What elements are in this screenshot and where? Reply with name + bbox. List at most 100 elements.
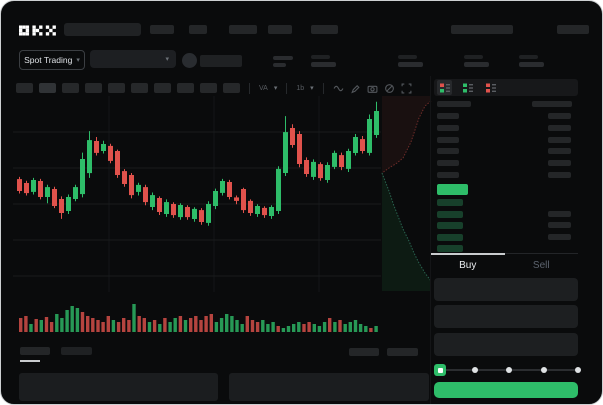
timeframe-button[interactable] bbox=[62, 83, 79, 93]
timeframe-button[interactable] bbox=[39, 83, 56, 93]
bid-amount-skeleton bbox=[548, 222, 571, 229]
stat-label-skeleton bbox=[311, 55, 330, 59]
chevron-down-icon: ▾ bbox=[165, 55, 169, 63]
bid-price-skeleton[interactable] bbox=[437, 222, 463, 230]
orders-panel-skeleton bbox=[19, 373, 218, 401]
bids-book-icon[interactable] bbox=[460, 80, 475, 95]
timeframe-button[interactable] bbox=[131, 83, 148, 93]
price-change-skeleton bbox=[273, 63, 286, 67]
pair-selector-dropdown[interactable]: ▾ bbox=[90, 50, 176, 68]
total-field[interactable] bbox=[434, 333, 578, 356]
circle-slash-icon[interactable] bbox=[384, 83, 395, 94]
timeframe-button[interactable] bbox=[200, 83, 217, 93]
stat-label-skeleton bbox=[464, 55, 483, 59]
candlestick-chart[interactable] bbox=[13, 96, 433, 336]
bottom-tab-active[interactable] bbox=[20, 347, 50, 355]
nav-item[interactable] bbox=[189, 25, 207, 34]
chart-toolbar: VA ▾ 1b ▾ bbox=[16, 81, 412, 95]
expand-icon[interactable] bbox=[401, 83, 412, 94]
bid-amount-skeleton bbox=[548, 210, 571, 217]
camera-icon[interactable] bbox=[367, 83, 378, 94]
bottom-action[interactable] bbox=[349, 348, 379, 356]
pencil-icon[interactable] bbox=[350, 83, 361, 94]
okx-logo bbox=[19, 23, 57, 41]
bid-price-skeleton[interactable] bbox=[437, 245, 463, 253]
trade-tabs: Buy Sell bbox=[431, 253, 578, 274]
divider bbox=[249, 82, 250, 94]
asks-book-icon[interactable] bbox=[483, 80, 498, 95]
slider-stop[interactable] bbox=[575, 367, 581, 373]
slider-handle-dot bbox=[437, 367, 443, 373]
ask-amount-skeleton bbox=[548, 136, 571, 143]
panel-divider bbox=[430, 76, 431, 404]
timeframe-button[interactable] bbox=[223, 83, 240, 93]
market-type-label: Spot Trading bbox=[24, 55, 73, 65]
ask-price-skeleton[interactable] bbox=[437, 124, 459, 131]
timeframe-button[interactable] bbox=[154, 83, 171, 93]
bottom-action[interactable] bbox=[387, 348, 418, 356]
ask-price-skeleton[interactable] bbox=[437, 160, 459, 167]
ask-amount-skeleton bbox=[548, 148, 571, 155]
ask-price-skeleton[interactable] bbox=[437, 113, 459, 119]
nav-item[interactable] bbox=[557, 25, 589, 34]
nav-item[interactable] bbox=[229, 25, 257, 34]
nav-item[interactable] bbox=[150, 25, 174, 34]
amount-field[interactable] bbox=[434, 305, 578, 328]
ask-price-skeleton[interactable] bbox=[437, 172, 459, 178]
timeframe-button[interactable] bbox=[16, 83, 33, 93]
chevron-down-icon[interactable]: ▾ bbox=[273, 84, 278, 92]
bid-price-skeleton[interactable] bbox=[437, 210, 463, 218]
price-line-skeleton bbox=[273, 56, 293, 60]
buy-submit-button[interactable] bbox=[434, 382, 578, 398]
chevron-down-icon: ▾ bbox=[76, 56, 80, 64]
ask-amount-skeleton bbox=[548, 124, 571, 131]
orderbook-col-header-skeleton bbox=[532, 101, 572, 107]
ask-price-skeleton[interactable] bbox=[437, 136, 459, 143]
timeframe-button[interactable] bbox=[177, 83, 194, 93]
ask-amount-skeleton bbox=[548, 172, 571, 178]
timeframe-button[interactable] bbox=[85, 83, 102, 93]
nav-item[interactable] bbox=[268, 25, 292, 34]
combined-book-icon[interactable] bbox=[437, 80, 452, 95]
buy-tab[interactable]: Buy bbox=[431, 253, 505, 274]
nav-item[interactable] bbox=[311, 25, 338, 34]
last-price-skeleton bbox=[200, 55, 242, 67]
last-price-badge[interactable] bbox=[437, 184, 468, 195]
chevron-down-icon[interactable]: ▾ bbox=[310, 84, 314, 92]
orderbook-view-toggles bbox=[434, 79, 578, 96]
ask-price-skeleton[interactable] bbox=[437, 148, 459, 155]
amount-slider[interactable] bbox=[434, 363, 581, 377]
ask-amount-skeleton bbox=[548, 160, 571, 167]
slider-stop[interactable] bbox=[506, 367, 512, 373]
stat-value-skeleton bbox=[519, 62, 544, 67]
sell-tab[interactable]: Sell bbox=[532, 260, 550, 271]
search-input[interactable] bbox=[64, 23, 141, 36]
indicator-dropdown[interactable]: VA bbox=[259, 84, 268, 92]
divider bbox=[322, 82, 324, 94]
nav-item[interactable] bbox=[451, 25, 513, 34]
bid-amount-skeleton bbox=[548, 233, 571, 240]
market-type-dropdown[interactable]: Spot Trading ▾ bbox=[19, 50, 85, 70]
slider-stop[interactable] bbox=[471, 367, 478, 373]
timeframe-button[interactable] bbox=[108, 83, 125, 93]
indicator-dropdown[interactable]: 1b bbox=[296, 84, 305, 92]
stat-value-skeleton bbox=[464, 62, 489, 67]
stat-value-skeleton bbox=[398, 62, 423, 67]
slider-stop[interactable] bbox=[540, 367, 547, 373]
bottom-tab[interactable] bbox=[61, 347, 92, 355]
price-field[interactable] bbox=[434, 278, 578, 301]
orderbook-col-header-skeleton bbox=[437, 101, 471, 107]
active-tab-underline bbox=[20, 360, 40, 362]
divider bbox=[286, 82, 288, 94]
bid-price-skeleton[interactable] bbox=[437, 199, 463, 206]
wave-icon[interactable] bbox=[333, 83, 344, 94]
ask-amount-skeleton bbox=[548, 113, 571, 119]
stat-value-skeleton bbox=[311, 62, 336, 67]
history-panel-skeleton bbox=[229, 373, 429, 401]
orderbook-trade-panel: Buy Sell bbox=[431, 76, 596, 404]
timeframe-row bbox=[16, 83, 240, 93]
bid-price-skeleton[interactable] bbox=[437, 233, 463, 241]
stat-label-skeleton bbox=[519, 55, 538, 59]
slider-handle[interactable] bbox=[434, 364, 446, 376]
